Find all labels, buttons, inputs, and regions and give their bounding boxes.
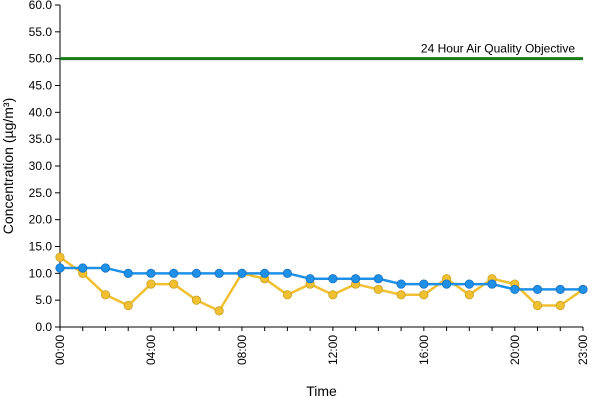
y-axis: 0.0 5.0 10.0 15.0 20.0 25.0 30.0 35.0 40.0 45.0 50…	[29, 0, 61, 334]
data-point	[100, 263, 111, 273]
data-point	[351, 274, 361, 284]
y-tick-label: 60.0	[29, 0, 53, 12]
x-tick-label: 08:00	[235, 335, 249, 365]
y-tick-label: 35.0	[29, 132, 53, 146]
y-tick-label: 55.0	[29, 25, 53, 39]
data-point	[328, 274, 338, 284]
data-point	[214, 306, 224, 316]
x-axis-title: Time	[306, 383, 337, 399]
data-point	[510, 284, 520, 295]
data-point	[237, 268, 247, 278]
series-group	[55, 252, 588, 316]
objective-label: 24 Hour Air Quality Objective	[421, 42, 575, 56]
data-point	[396, 279, 406, 289]
data-point	[555, 300, 565, 311]
data-point	[55, 263, 65, 273]
data-point	[78, 263, 88, 273]
x-tick-label: 16:00	[417, 335, 431, 365]
x-tick-label: 12:00	[326, 335, 340, 365]
data-point	[260, 268, 270, 278]
data-point	[123, 268, 133, 278]
series-1	[55, 252, 588, 316]
y-tick-label: 20.0	[29, 213, 53, 227]
y-tick-label: 10.0	[29, 266, 53, 280]
y-tick-label: 0.0	[35, 320, 52, 334]
data-point	[169, 279, 179, 289]
data-point	[419, 290, 429, 300]
data-point	[146, 268, 156, 278]
y-tick-label: 25.0	[29, 186, 53, 200]
data-point	[282, 268, 292, 278]
data-point	[555, 284, 565, 295]
y-tick-label: 45.0	[29, 79, 53, 93]
data-point	[146, 279, 156, 289]
data-point	[373, 274, 383, 284]
y-tick-label: 40.0	[29, 105, 53, 119]
data-point	[191, 268, 202, 278]
x-tick-label: 20:00	[508, 335, 522, 365]
series-2	[55, 263, 588, 295]
y-axis-title: Concentration (µg/m³)	[0, 98, 16, 234]
data-point	[123, 300, 133, 311]
objective-line-group: 24 Hour Air Quality Objective	[60, 42, 583, 61]
data-point	[282, 290, 292, 300]
data-point	[464, 290, 474, 300]
data-point	[578, 284, 588, 295]
y-tick-label: 5.0	[35, 293, 52, 307]
x-tick-label: 04:00	[144, 335, 158, 365]
y-tick-label: 50.0	[29, 52, 53, 66]
data-point	[169, 268, 179, 278]
data-point	[214, 268, 224, 278]
data-point	[100, 290, 111, 300]
data-point	[532, 300, 543, 311]
data-point	[419, 279, 429, 289]
x-axis: 00:00 04:00 08:00 12:00 16:00 20:00 23:00	[53, 326, 590, 365]
data-point	[373, 284, 383, 295]
data-point	[191, 295, 202, 305]
y-tick-label: 15.0	[29, 240, 53, 254]
x-tick-label: 23:00	[576, 335, 590, 365]
y-tick-label: 30.0	[29, 159, 53, 173]
data-point	[441, 279, 452, 289]
data-point	[328, 290, 338, 300]
series-line	[60, 266, 583, 291]
series-line	[59, 256, 584, 313]
data-point	[396, 290, 406, 300]
data-point	[532, 284, 543, 295]
data-point	[487, 279, 497, 289]
data-point	[464, 279, 474, 289]
x-tick-label: 00:00	[53, 335, 67, 365]
data-point	[55, 252, 65, 262]
data-point	[305, 274, 315, 284]
